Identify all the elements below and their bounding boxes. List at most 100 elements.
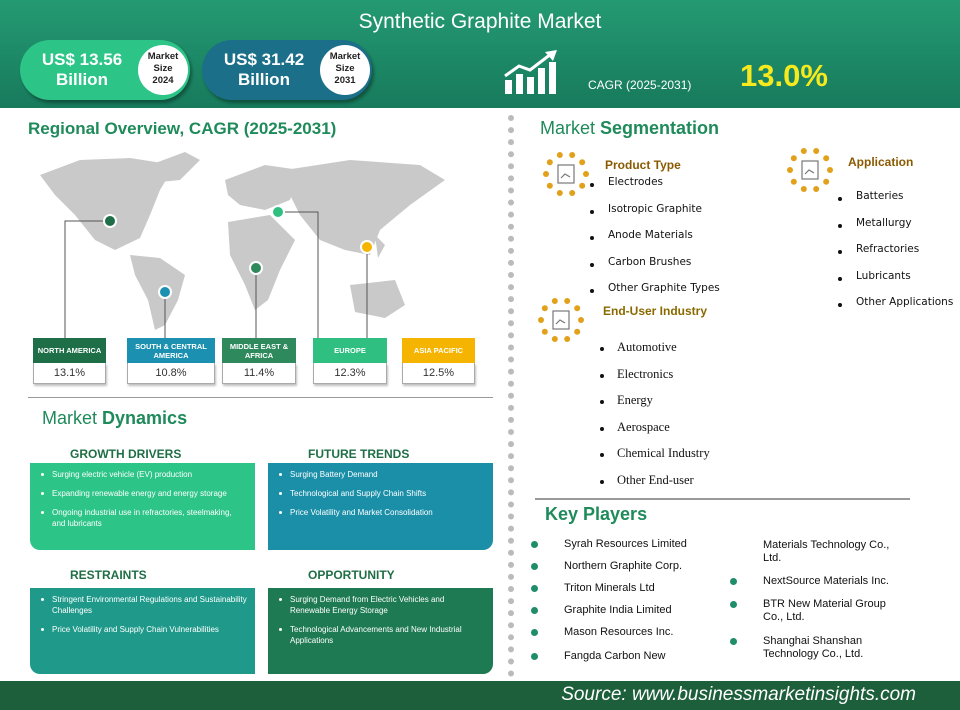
card-item: Price Volatility and Market Consolidatio… <box>278 507 485 518</box>
bullet <box>838 223 842 228</box>
region-cagr: 11.4% <box>222 363 296 384</box>
segment-item: Carbon Brushes <box>608 255 692 268</box>
icon-dot <box>538 317 544 323</box>
segment-item: Lubricants <box>856 269 911 282</box>
icon-dot <box>800 186 807 193</box>
icon-dot <box>823 155 830 162</box>
bullet <box>590 262 594 267</box>
market-size-circle: Market Size 2031 <box>320 45 370 95</box>
player: Syrah Resources Limited <box>564 538 687 550</box>
icon-doc <box>555 319 566 325</box>
icon-dot <box>790 155 797 162</box>
growth-icon <box>504 50 557 94</box>
segment-icon <box>538 297 584 343</box>
segment-icon <box>543 151 589 197</box>
player: Mason Resources Inc. <box>564 626 674 638</box>
icon-dot <box>787 167 793 173</box>
bullet <box>590 289 594 294</box>
player: Triton Minerals Ltd <box>564 582 655 594</box>
seg-title-a: Market <box>540 118 596 138</box>
icon-doc <box>557 164 575 184</box>
world-map <box>40 152 445 338</box>
key-players-title: Key Players <box>545 504 648 524</box>
divider <box>28 397 493 398</box>
bullet <box>531 607 538 614</box>
icon-dot <box>813 186 820 193</box>
bullet <box>531 563 538 570</box>
footer-band <box>0 681 960 710</box>
icon-dot <box>546 182 553 189</box>
bullet <box>531 653 538 660</box>
bullet <box>730 601 737 608</box>
segment-item: Chemical Industry <box>617 446 710 461</box>
player: BTR New Material Group Co., Ltd. <box>763 598 886 623</box>
region-name: NORTH AMERICA <box>33 338 106 363</box>
icon-dot <box>574 328 581 335</box>
region-cagr: 12.5% <box>402 363 475 384</box>
bullet <box>41 473 44 476</box>
region-cagr: 13.1% <box>33 363 106 384</box>
segment-title: Product Type <box>605 158 681 172</box>
bullet <box>531 629 538 636</box>
icon-dot <box>569 151 576 158</box>
bullet <box>730 638 737 645</box>
bullet <box>838 197 842 201</box>
bullet <box>838 250 842 255</box>
icon-dot <box>564 336 571 343</box>
card-title: OPPORTUNITY <box>308 568 395 582</box>
card-item: Stringent Environmental Regulations and … <box>40 594 247 616</box>
segment-item: Other Graphite Types <box>608 282 720 295</box>
dynamics-title: Market Dynamics <box>42 408 187 429</box>
bullet <box>531 585 538 592</box>
bullet <box>730 578 737 585</box>
card-title: GROWTH DRIVERS <box>70 447 182 461</box>
icon-dot <box>541 305 548 312</box>
region-marker <box>158 285 172 299</box>
card-item: Surging Battery Demand <box>278 469 485 480</box>
segment-title: Application <box>848 155 914 169</box>
icon-dot <box>827 167 833 173</box>
cagr-label: CAGR (2025-2031) <box>588 78 692 92</box>
card-item-text: Price Volatility and Market Consolidatio… <box>290 508 433 517</box>
bullet <box>279 511 282 514</box>
market-size-circle: Market Size 2024 <box>138 45 188 95</box>
player: Materials Technology Co., Ltd. <box>763 539 890 564</box>
region-cagr: 10.8% <box>127 363 215 384</box>
card-title: FUTURE TRENDS <box>308 447 410 461</box>
icon-doc <box>801 160 819 180</box>
segment-item: Energy <box>617 393 653 408</box>
bullet <box>838 303 842 308</box>
card-item: Surging electric vehicle (EV) production <box>40 469 247 480</box>
card-item-text: Ongoing industrial use in refractories, … <box>52 508 232 528</box>
card-item-text: Price Volatility and Supply Chain Vulner… <box>52 625 219 634</box>
bullet <box>279 492 282 495</box>
segment-item: Refractories <box>856 243 920 256</box>
card-item-text: Expanding renewable energy and energy st… <box>52 489 227 498</box>
icon-dot <box>569 190 576 197</box>
region-marker <box>103 214 117 228</box>
icon-doc <box>804 169 815 175</box>
icon-dot <box>546 159 553 166</box>
region-name: EUROPE <box>313 338 387 363</box>
bullet <box>590 209 594 214</box>
market-size-value: US$ 31.42 Billion <box>223 50 305 89</box>
segment-item: Automotive <box>617 340 677 354</box>
segment-item: Other Applications <box>856 296 954 309</box>
card-item: Ongoing industrial use in refractories, … <box>40 507 247 529</box>
card-item-text: Stringent Environmental Regulations and … <box>52 595 247 615</box>
bullet <box>41 598 44 601</box>
segment-item: Aerospace <box>617 419 670 434</box>
segment-item: Other End-user <box>617 473 694 487</box>
segmentation-title: Market Segmentation <box>540 118 719 139</box>
icon-dot <box>578 317 584 323</box>
bullet <box>279 598 282 601</box>
bullet <box>41 511 44 514</box>
card-body: Surging electric vehicle (EV) production… <box>30 463 255 550</box>
card-item-text: Surging Demand from Electric Vehicles an… <box>290 595 445 615</box>
source: Source: www.businessmarketinsights.com <box>561 684 916 705</box>
bullet <box>838 276 842 281</box>
player: Fangda Carbon New <box>564 650 666 662</box>
icon-dot <box>551 336 558 343</box>
bullet <box>600 426 604 431</box>
bullet <box>600 373 604 378</box>
